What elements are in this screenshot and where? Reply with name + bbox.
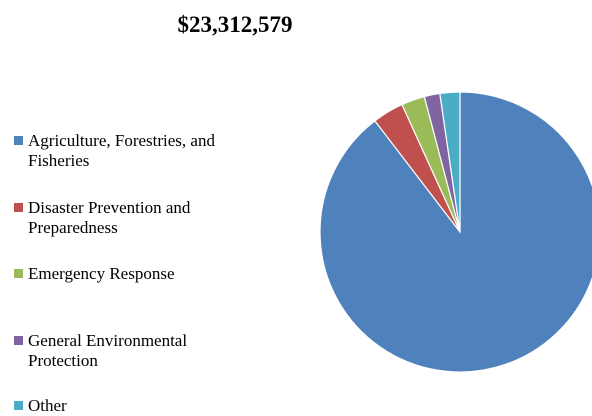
legend-label-environmental-protection: General Environmental Protection	[28, 331, 188, 370]
legend-swatch-environmental-protection	[14, 336, 23, 345]
legend-label-other: Other	[28, 396, 67, 415]
legend-swatch-other	[14, 401, 23, 410]
legend-swatch-disaster-prevention	[14, 203, 23, 212]
legend-swatch-emergency-response	[14, 269, 23, 278]
legend-label-agriculture: Agriculture, Forestries, and Fisheries	[28, 131, 215, 170]
pie-slice-other	[439, 91, 461, 233]
legend-label-emergency-response: Emergency Response	[28, 264, 175, 283]
legend-swatch-agriculture	[14, 136, 23, 145]
legend-label-disaster-prevention: Disaster Prevention and Preparedness	[28, 198, 191, 237]
legend: Agriculture, Forestries, and Fisheries D…	[14, 131, 215, 415]
chart-title: $23,312,579	[177, 12, 293, 37]
pie-slice-agriculture	[319, 91, 592, 373]
